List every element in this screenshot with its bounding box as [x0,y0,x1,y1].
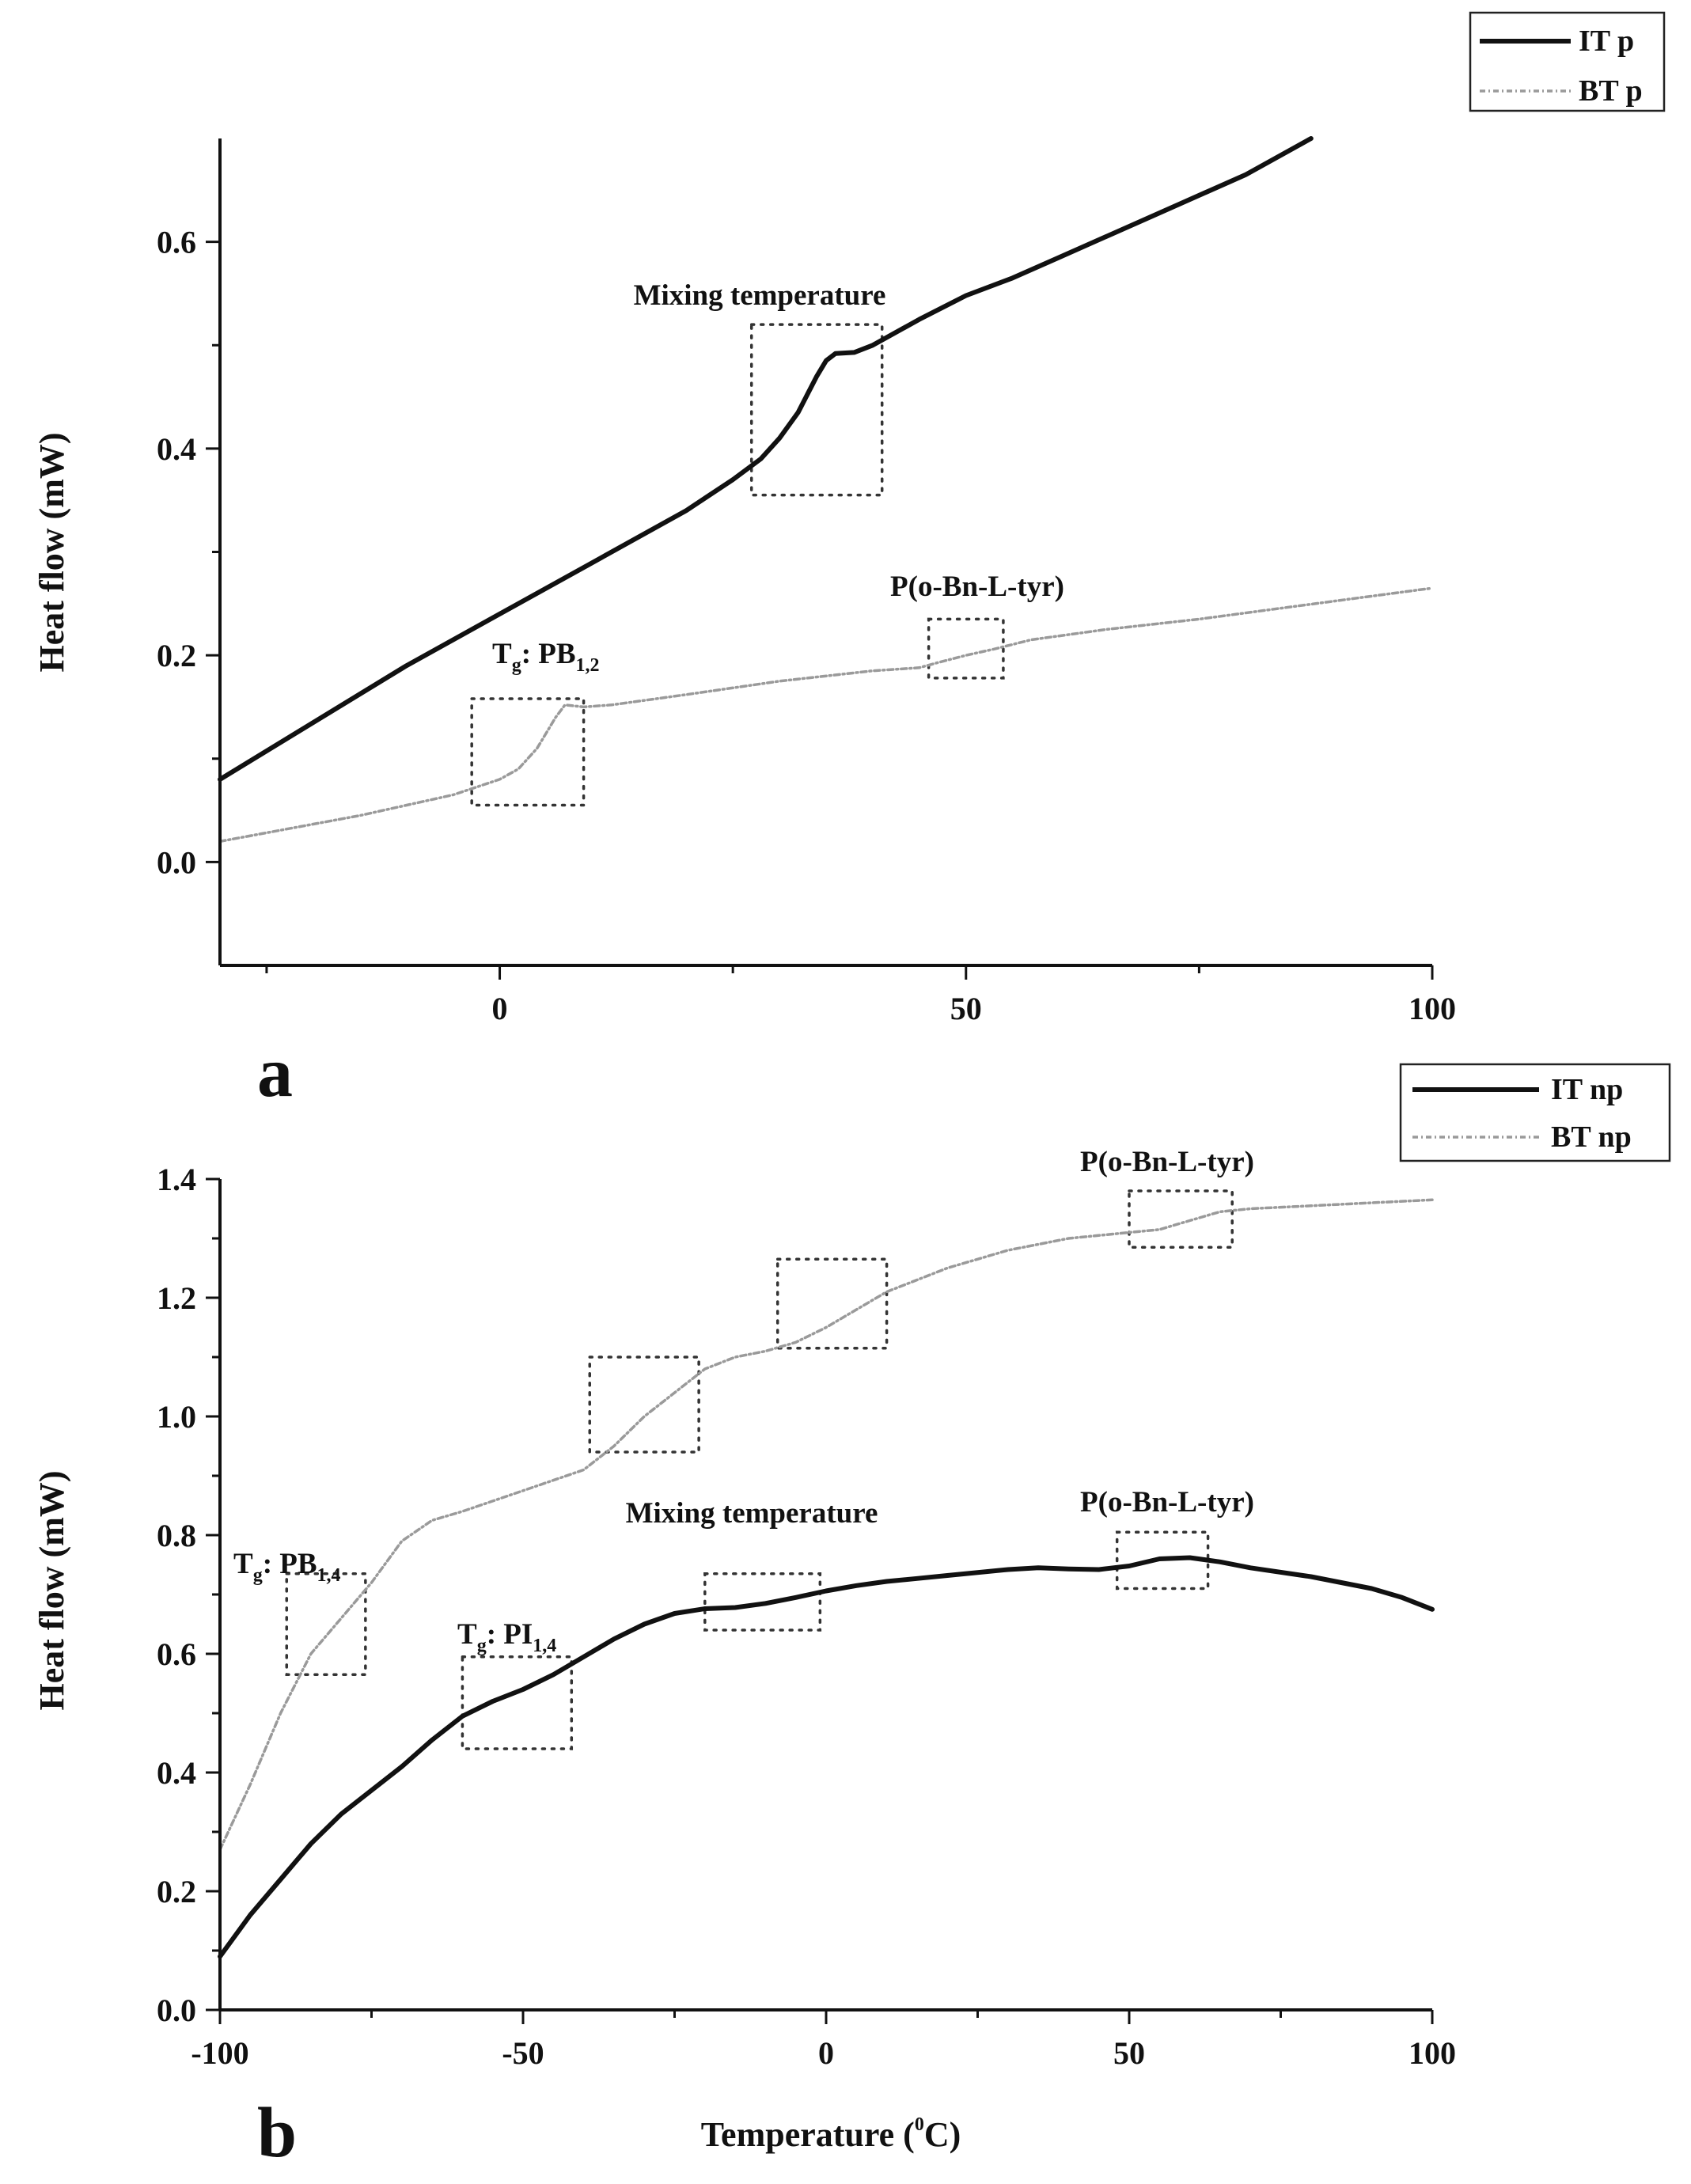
series-line-bt-p [218,586,1434,844]
y-tick-label: 1.4 [157,1162,196,1197]
annotation-tg-pi14: Tg: PI1,4 [457,1618,556,1656]
annotation-mixing-temperature: Mixing temperature [626,1497,878,1530]
annotation-box-mixing [749,323,884,497]
annotation-box-tyr-upper [1128,1189,1234,1249]
y-tick-label: 0.8 [157,1518,196,1553]
y-tick-label: 1.2 [157,1280,196,1316]
panel-a-chart: 0.0 0.2 0.4 0.6 0 50 100 Heat flow (mW) Mixin… [32,11,1666,1112]
y-axis-title: Heat flow (mW) [32,1470,71,1710]
annotation-boxes [470,323,1005,807]
series-line-bt-np [218,1198,1434,1852]
series-line-it-p [218,136,1314,782]
y-tick-label: 0.0 [157,1993,196,2028]
y-axis-ticks: 0.0 0.2 0.4 0.6 0.8 1.0 1.2 1.4 [157,1162,220,2028]
x-tick-label: 50 [1113,2035,1145,2071]
x-axis-ticks: 0 50 100 [265,965,1456,1026]
legend-label-bt-p: BT p [1579,74,1643,108]
legend: IT np BT np [1399,1063,1671,1162]
annotation-box-tg-pi14 [461,1655,574,1750]
y-tick-label: 1.0 [157,1399,196,1435]
annotation-tg-pb14: Tg: PB1,4 [233,1548,341,1586]
x-tick-label: 100 [1409,991,1456,1026]
annotation-box-tg-pb12 [470,697,586,807]
annotation-box-tyr-lower [1115,1530,1210,1591]
series-line-it-np [218,1555,1435,1959]
x-tick-label: 0 [818,2035,834,2071]
series-lines [218,136,1434,844]
annotation-tyr: P(o-Bn-L-tyr) [890,571,1064,603]
annotation-tyr-upper: P(o-Bn-L-tyr) [1080,1146,1254,1178]
y-tick-label: 0.0 [157,844,196,880]
x-tick-label: -100 [191,2035,248,2071]
y-axis-ticks: 0.0 0.2 0.4 0.6 [157,225,220,880]
y-tick-label: 0.4 [157,431,196,467]
annotation-mixing-temperature: Mixing temperature [634,279,886,312]
annotation-box-mixing [703,1572,822,1632]
y-tick-label: 0.4 [157,1755,196,1791]
annotation-box-box-2 [775,1257,889,1350]
panel-b-chart: 0.0 0.2 0.4 0.6 0.8 1.0 1.2 1.4 -100 -50 0 50 100 H… [32,1063,1671,2172]
legend-label-it-np: IT np [1551,1073,1623,1106]
y-tick-label: 0.6 [157,1636,196,1672]
annotation-tg-pb12: Tg: PB1,2 [492,638,600,676]
x-axis-title: Temperature (0C) [701,2114,961,2154]
panel-label-a: a [257,1033,293,1112]
y-axis-title: Heat flow (mW) [32,432,71,672]
y-tick-label: 0.2 [157,1874,196,1909]
x-axis-ticks: -100 -50 0 50 100 [191,2010,1456,2071]
x-tick-label: 50 [950,991,982,1026]
annotation-box-tg-pb14 [285,1572,367,1676]
x-tick-label: 0 [492,991,508,1026]
series-lines [218,1198,1435,1959]
x-tick-label: -50 [502,2035,544,2071]
panel-label-b: b [257,2094,297,2172]
annotation-boxes [285,1189,1234,1750]
annotation-box-tyr [927,617,1005,680]
legend-label-bt-np: BT np [1551,1120,1632,1154]
legend-label-it-p: IT p [1579,25,1634,58]
x-tick-label: 100 [1409,2035,1456,2071]
legend: IT p BT p [1469,11,1666,112]
annotation-box-box-1 [588,1356,700,1454]
y-tick-label: 0.6 [157,225,196,260]
y-tick-label: 0.2 [157,638,196,673]
annotation-tyr-lower: P(o-Bn-L-tyr) [1080,1486,1254,1519]
